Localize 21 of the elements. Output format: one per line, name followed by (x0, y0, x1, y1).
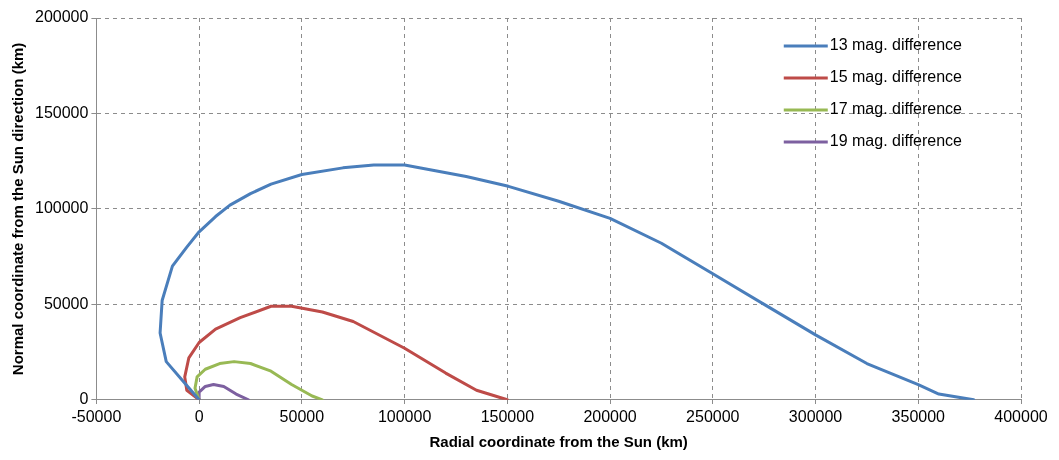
x-tick-label: 400000 (994, 407, 1048, 425)
y-tick-label: 150000 (35, 103, 89, 121)
x-tick-label: 300000 (788, 407, 843, 425)
x-tick-label: 100000 (377, 407, 432, 425)
y-tick-label: 100000 (35, 199, 89, 217)
x-tick-label: 50000 (279, 407, 325, 425)
legend-label: 13 mag. difference (829, 36, 963, 54)
y-axis-title: Normal coordinate from the Sun direction (km) (9, 42, 27, 376)
y-tick-label: 200000 (35, 8, 89, 26)
x-tick-label: -50000 (71, 407, 122, 425)
x-tick-label: 200000 (583, 407, 637, 425)
legend-label: 19 mag. difference (829, 132, 963, 150)
y-tick-label: 50000 (43, 294, 89, 312)
y-tick-label: 0 (79, 390, 89, 408)
x-tick-label: 350000 (891, 407, 946, 425)
legend-label: 17 mag. difference (829, 100, 963, 118)
legend-label: 15 mag. difference (829, 68, 963, 86)
x-tick-label: 150000 (480, 407, 535, 425)
x-axis-title: Radial coordinate from the Sun (km) (429, 433, 688, 451)
x-tick-label: 250000 (686, 407, 740, 425)
x-tick-label: 0 (194, 407, 204, 425)
